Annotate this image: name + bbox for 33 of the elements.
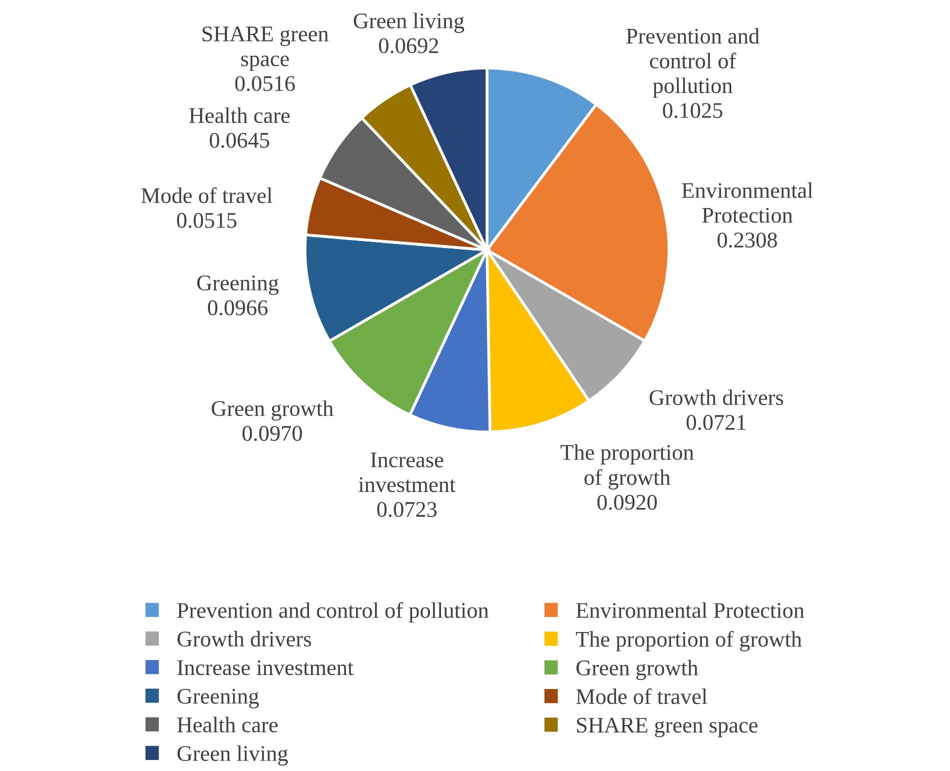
slice-label: Growth drivers	[650, 390, 784, 406]
legend-label: Green living	[178, 745, 288, 766]
slice-label: Prevention and control of pollution	[626, 28, 760, 98]
slice-label: Mode of travel	[141, 187, 272, 204]
data-label: 0.0721	[686, 414, 746, 430]
legend-label: Growth drivers	[178, 630, 311, 647]
slice-label: Health care	[189, 107, 290, 124]
data-label: 0.0723	[377, 502, 437, 518]
slice-label: Green growth	[212, 400, 334, 421]
data-label: 0.0515	[177, 212, 236, 228]
data-label: 0.0966	[208, 300, 268, 316]
data-label: 0.0970	[242, 426, 302, 441]
slice-label: Greening	[197, 275, 279, 296]
slice-label: Environmental Protection	[682, 182, 813, 223]
slice-label: The proportion of growth	[560, 444, 694, 490]
data-label: 0.0516	[235, 76, 295, 92]
slice-label: Green living	[354, 12, 464, 33]
legend-label: Prevention and control of pollution	[177, 602, 489, 622]
legend-label: Green growth	[576, 660, 698, 680]
legend-label: Health care	[177, 716, 278, 732]
legend-label: SHARE green space	[577, 718, 758, 738]
slice-label: SHARE green space	[202, 26, 328, 71]
data-label: 0.0692	[379, 38, 438, 54]
legend-label: Greening	[178, 688, 259, 708]
data-label: 0.0645	[210, 132, 270, 148]
data-label: 0.1025	[662, 103, 722, 118]
data-label: 0.2308	[718, 232, 777, 248]
data-label: 0.0920	[597, 494, 657, 510]
slice-label: Increase investment	[358, 452, 456, 492]
legend-label: Environmental Protection	[576, 602, 804, 618]
legend-label: Mode of travel	[576, 688, 708, 704]
legend-label: The proportion of growth	[576, 630, 802, 652]
legend-label: Increase investment	[177, 660, 354, 676]
